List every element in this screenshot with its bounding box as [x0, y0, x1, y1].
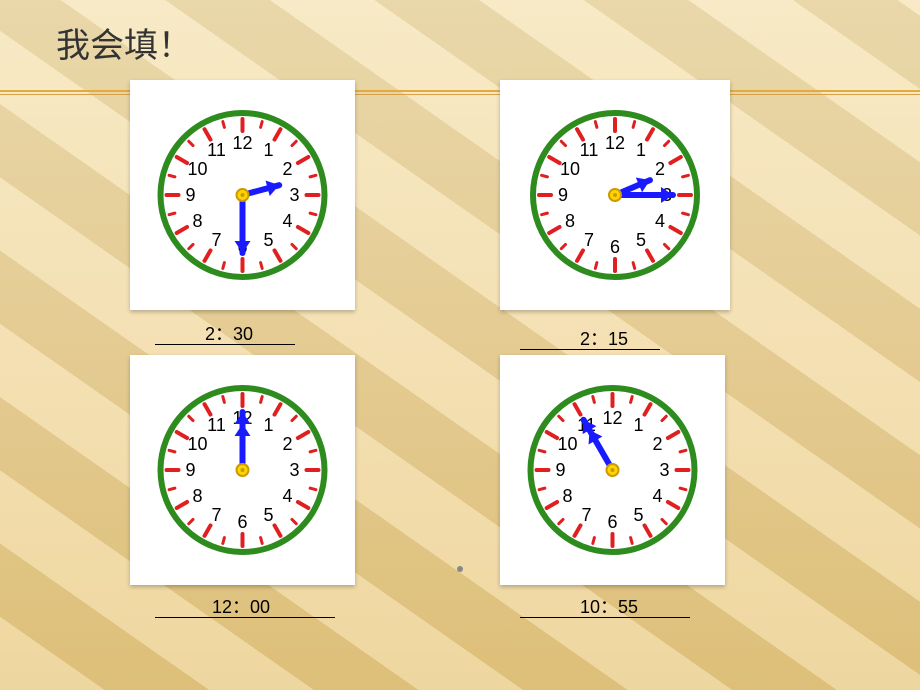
- svg-text:8: 8: [565, 211, 575, 231]
- svg-text:1: 1: [263, 415, 273, 435]
- svg-text:3: 3: [659, 460, 669, 480]
- svg-text:11: 11: [207, 415, 226, 435]
- slide-title: 我会填！: [56, 18, 192, 67]
- svg-text:6: 6: [237, 512, 247, 532]
- clock-card: 121234567891011: [130, 80, 355, 310]
- svg-text:4: 4: [283, 211, 293, 231]
- clock-card: 121234567891011: [500, 355, 725, 585]
- svg-text:2: 2: [283, 434, 293, 454]
- svg-text:11: 11: [207, 140, 226, 160]
- svg-text:5: 5: [636, 230, 646, 250]
- clock-card: 121234567891011: [130, 355, 355, 585]
- svg-text:6: 6: [607, 512, 617, 532]
- svg-text:9: 9: [555, 460, 565, 480]
- svg-text:9: 9: [185, 460, 195, 480]
- clock-answer: 2：30: [205, 320, 253, 346]
- svg-text:3: 3: [289, 460, 299, 480]
- clock-answer: 2：15: [580, 325, 628, 351]
- answer-underline: [155, 344, 295, 345]
- svg-text:11: 11: [580, 140, 599, 160]
- svg-text:9: 9: [185, 185, 195, 205]
- svg-text:8: 8: [562, 486, 572, 506]
- answer-underline: [520, 349, 660, 350]
- svg-text:1: 1: [263, 140, 273, 160]
- slide-indicator-dot: [457, 566, 463, 572]
- svg-text:1: 1: [633, 415, 643, 435]
- svg-text:2: 2: [283, 159, 293, 179]
- svg-text:9: 9: [558, 185, 568, 205]
- svg-text:7: 7: [211, 230, 221, 250]
- clock-card: 121234567891011: [500, 80, 730, 310]
- svg-text:1: 1: [636, 140, 646, 160]
- answer-underline: [520, 617, 690, 618]
- svg-text:10: 10: [560, 159, 580, 179]
- svg-text:12: 12: [602, 408, 622, 428]
- svg-text:5: 5: [633, 505, 643, 525]
- svg-text:4: 4: [283, 486, 293, 506]
- svg-text:8: 8: [192, 486, 202, 506]
- svg-text:8: 8: [192, 211, 202, 231]
- svg-text:3: 3: [289, 185, 299, 205]
- svg-text:5: 5: [263, 230, 273, 250]
- svg-text:7: 7: [584, 230, 594, 250]
- svg-text:7: 7: [211, 505, 221, 525]
- svg-text:12: 12: [605, 133, 625, 153]
- svg-text:6: 6: [610, 237, 620, 257]
- svg-text:2: 2: [655, 159, 665, 179]
- svg-text:7: 7: [581, 505, 591, 525]
- svg-text:12: 12: [232, 133, 252, 153]
- svg-text:2: 2: [653, 434, 663, 454]
- answer-underline: [155, 617, 335, 618]
- svg-text:5: 5: [263, 505, 273, 525]
- clock-answer: 12：00: [212, 593, 270, 619]
- clock-answer: 10：55: [580, 593, 638, 619]
- svg-text:4: 4: [655, 211, 665, 231]
- svg-text:4: 4: [653, 486, 663, 506]
- svg-text:10: 10: [187, 434, 207, 454]
- svg-text:10: 10: [557, 434, 577, 454]
- svg-text:10: 10: [187, 159, 207, 179]
